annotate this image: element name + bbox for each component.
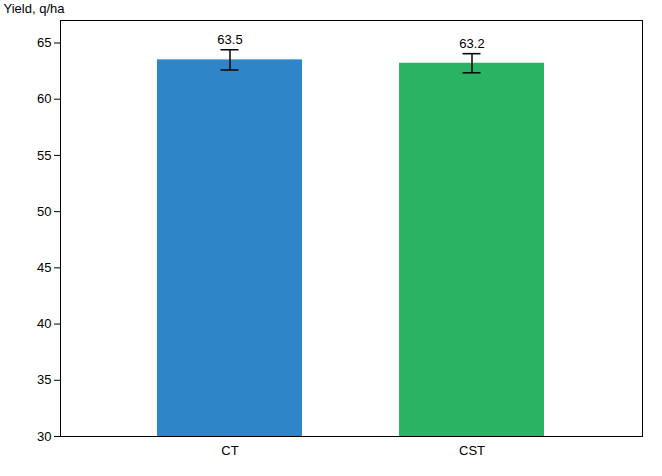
svg-text:40: 40	[37, 316, 51, 331]
svg-text:35: 35	[37, 372, 51, 387]
svg-text:65: 65	[37, 35, 51, 50]
svg-text:45: 45	[37, 260, 51, 275]
svg-text:55: 55	[37, 148, 51, 163]
svg-text:63.2: 63.2	[459, 36, 484, 51]
svg-text:60: 60	[37, 91, 51, 106]
svg-text:CT: CT	[221, 443, 238, 458]
svg-text:30: 30	[37, 429, 51, 444]
svg-text:CST: CST	[459, 443, 485, 458]
svg-text:63.5: 63.5	[217, 32, 242, 47]
svg-text:Yield, q/ha: Yield, q/ha	[4, 1, 66, 16]
svg-text:50: 50	[37, 204, 51, 219]
